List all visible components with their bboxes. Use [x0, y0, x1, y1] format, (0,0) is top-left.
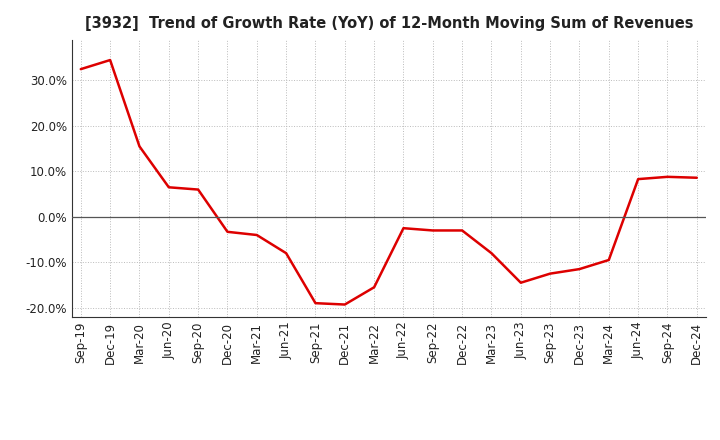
Title: [3932]  Trend of Growth Rate (YoY) of 12-Month Moving Sum of Revenues: [3932] Trend of Growth Rate (YoY) of 12-… [84, 16, 693, 32]
